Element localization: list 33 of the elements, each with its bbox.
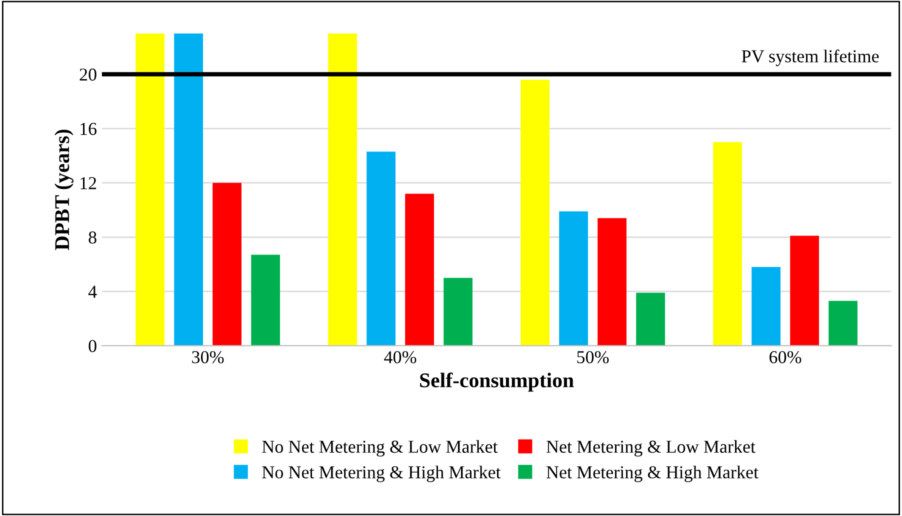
y-axis-title: DPBT (years)	[54, 130, 74, 250]
legend-label: Net Metering & High Market	[546, 466, 758, 482]
legend-label: Net Metering & Low Market	[546, 440, 756, 457]
bar	[752, 266, 780, 346]
x-tick-label: 60%	[770, 351, 802, 364]
bar	[212, 182, 242, 346]
x-axis-title: Self-consumption	[420, 372, 574, 392]
legend-label: No Net Metering & High Market	[262, 466, 501, 482]
y-tick-label: 0	[88, 340, 96, 352]
x-tick-label: 40%	[384, 351, 416, 364]
y-tick-label: 4	[88, 286, 97, 298]
bar	[636, 292, 665, 346]
bar	[136, 34, 164, 346]
bar	[405, 194, 434, 346]
bar	[559, 211, 588, 346]
bar	[366, 152, 396, 346]
ref-line-label: PV system lifetime	[742, 50, 879, 66]
bar	[251, 254, 280, 346]
legend-label: No Net Metering & Low Market	[262, 440, 498, 457]
bar	[520, 80, 550, 346]
bar	[444, 278, 472, 346]
y-tick-label: 16	[80, 122, 97, 135]
bar	[328, 34, 357, 346]
y-tick-label: 8	[88, 231, 96, 244]
y-tick-label: 12	[80, 177, 96, 190]
bar	[713, 142, 742, 346]
x-tick-label: 50%	[577, 351, 609, 364]
y-tick-label: 20	[80, 68, 96, 81]
bar	[598, 218, 626, 346]
bar	[790, 236, 819, 346]
x-tick-label: 30%	[192, 351, 224, 364]
bar	[828, 300, 858, 346]
bar	[174, 34, 203, 346]
